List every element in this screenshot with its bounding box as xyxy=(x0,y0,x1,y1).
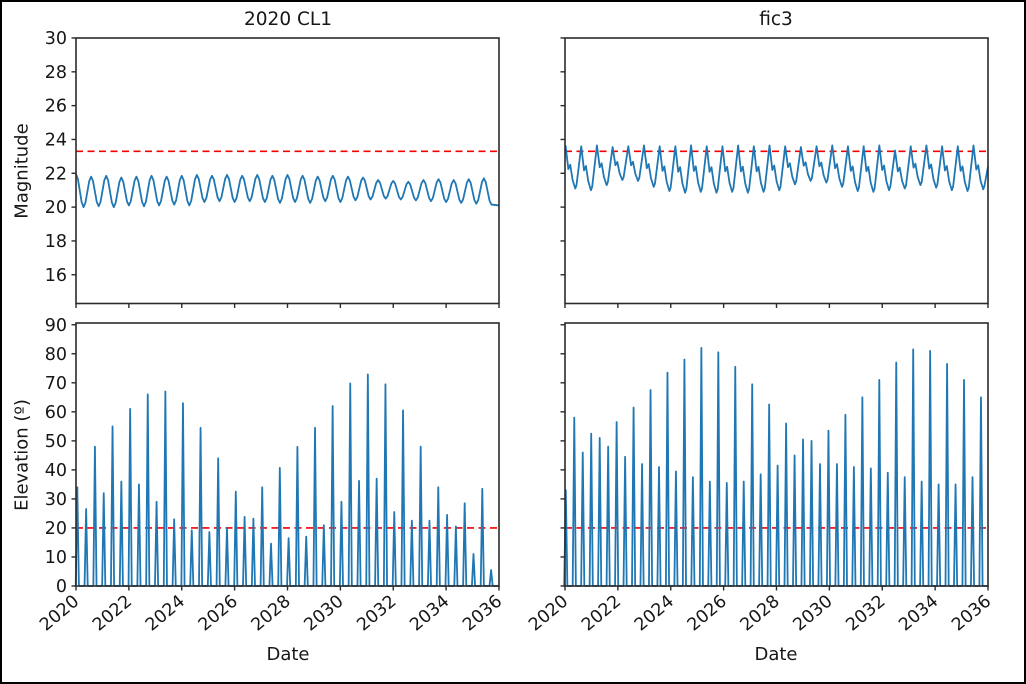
chart-elevation_2020cl1: 2020 2022 2024 2026 2028 2030 2032 2034 20360102… xyxy=(36,316,506,636)
x-tick-label: 2020 xyxy=(525,592,572,636)
y-tick-label: 20 xyxy=(45,198,67,218)
y-tick-label: 26 xyxy=(45,97,67,117)
x-tick-label: 2034 xyxy=(406,592,453,636)
x-tick-label: 2024 xyxy=(631,592,678,636)
x-tick-label: 2028 xyxy=(737,592,784,636)
axes-spines xyxy=(75,37,500,305)
y-tick-label: 16 xyxy=(45,266,67,286)
x-axis-label-date-left: Date xyxy=(266,644,310,665)
y-tick-label: 20 xyxy=(45,519,67,539)
y-tick-label: 90 xyxy=(45,316,67,336)
chart-title-right: fic3 xyxy=(759,9,793,30)
y-tick-label: 60 xyxy=(45,403,67,423)
x-axis-label-date-right: Date xyxy=(754,644,798,665)
x-tick-label: 2036 xyxy=(948,592,995,636)
y-tick-label: 10 xyxy=(45,548,67,568)
y-tick-label: 70 xyxy=(45,374,67,394)
axes-magnitude-fic3 xyxy=(560,37,989,308)
x-tick-label: 2030 xyxy=(301,592,348,636)
y-tick-label: 28 xyxy=(45,63,67,83)
magnitude-series-line xyxy=(564,144,989,194)
x-tick-label: 2036 xyxy=(459,592,506,636)
chart-magnitude_fic3 xyxy=(560,37,989,308)
chart-elevation_fic3: 2020 2022 2024 2026 2028 2030 2032 2034 2036 xyxy=(525,322,995,635)
axes-magnitude-2020cl1: 16 18 20 22 24 26 28 30 xyxy=(45,29,500,308)
axes-elevation-2020cl1: 2020 2022 2024 2026 2028 2030 2032 2034 2036 0 10 2… xyxy=(36,316,506,636)
chart-title-left: 2020 CL1 xyxy=(244,9,332,30)
axes-spines xyxy=(564,37,989,305)
magnitude-series-line xyxy=(75,173,500,209)
y-tick-label: 0 xyxy=(56,577,67,597)
x-tick-label: 2030 xyxy=(790,592,837,636)
x-tick-label: 2026 xyxy=(684,592,731,636)
y-tick-label: 24 xyxy=(45,130,67,150)
x-tick-label: 2032 xyxy=(353,592,400,636)
x-tick-label: 2026 xyxy=(195,592,242,636)
y-tick-label: 22 xyxy=(45,164,67,184)
x-tick-label: 2028 xyxy=(248,592,295,636)
x-tick-label: 2022 xyxy=(89,592,136,636)
y-tick-label: 30 xyxy=(45,29,67,49)
y-axis-label-elevation: Elevation (º) xyxy=(11,399,33,511)
x-tick-label: 2024 xyxy=(142,592,189,636)
y-tick-label: 30 xyxy=(45,490,67,510)
elevation-series-line xyxy=(74,373,499,587)
y-tick-label: 40 xyxy=(45,461,67,481)
y-axis-label-magnitude: Magnitude xyxy=(11,123,33,219)
y-tick-label: 18 xyxy=(45,232,67,252)
chart-magnitude_2020cl1: 16 18 20 22 24 26 28 30 xyxy=(45,29,500,308)
x-tick-label: 2032 xyxy=(842,592,889,636)
y-tick-label: 50 xyxy=(45,432,67,452)
elevation-series-line xyxy=(563,347,988,587)
x-tick-label: 2020 xyxy=(36,592,83,636)
axes-elevation-fic3: 2020 2022 2024 2026 2028 2030 2032 2034 2036 xyxy=(525,322,995,635)
x-tick-label: 2034 xyxy=(895,592,942,636)
x-tick-label: 2022 xyxy=(578,592,625,636)
y-tick-label: 80 xyxy=(45,345,67,365)
